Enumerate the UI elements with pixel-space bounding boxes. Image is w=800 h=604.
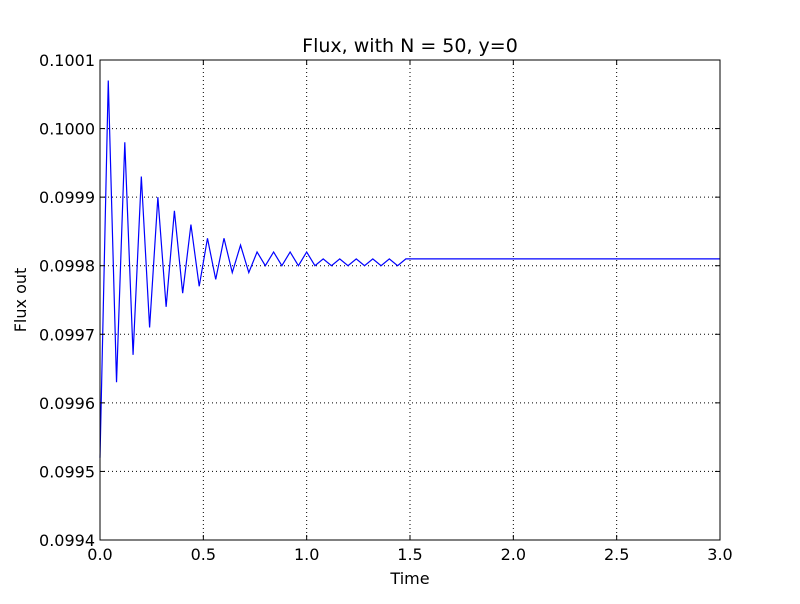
x-tick-label: 0.0: [87, 545, 112, 564]
y-tick-label: 0.1001: [39, 51, 95, 70]
series-layer: [99, 80, 720, 458]
x-axis-label: Time: [389, 569, 429, 588]
y-tick-label: 0.0999: [39, 188, 95, 207]
x-tick-label: 2.0: [501, 545, 526, 564]
y-tick-label: 0.0996: [39, 394, 95, 413]
x-tick-label: 2.5: [604, 545, 629, 564]
tick-labels: 0.0 0.5 1.0 1.5 2.0 2.5 3.0 0.0994 0.0995 0.0996 0…: [39, 51, 733, 564]
series-line: [99, 80, 720, 458]
y-tick-label: 0.0998: [39, 257, 95, 276]
y-tick-label: 0.1000: [39, 120, 95, 139]
y-tick-label: 0.0995: [39, 462, 95, 481]
y-tick-label: 0.0997: [39, 325, 95, 344]
tick-marks: [99, 59, 721, 541]
y-tick-label: 0.0994: [39, 531, 95, 550]
y-axis-label: Flux out: [11, 268, 30, 333]
x-tick-label: 3.0: [707, 545, 732, 564]
chart-title: Flux, with N = 50, y=0: [302, 35, 518, 57]
x-tick-label: 1.5: [397, 545, 422, 564]
x-tick-label: 1.0: [294, 545, 319, 564]
x-tick-label: 0.5: [191, 545, 216, 564]
